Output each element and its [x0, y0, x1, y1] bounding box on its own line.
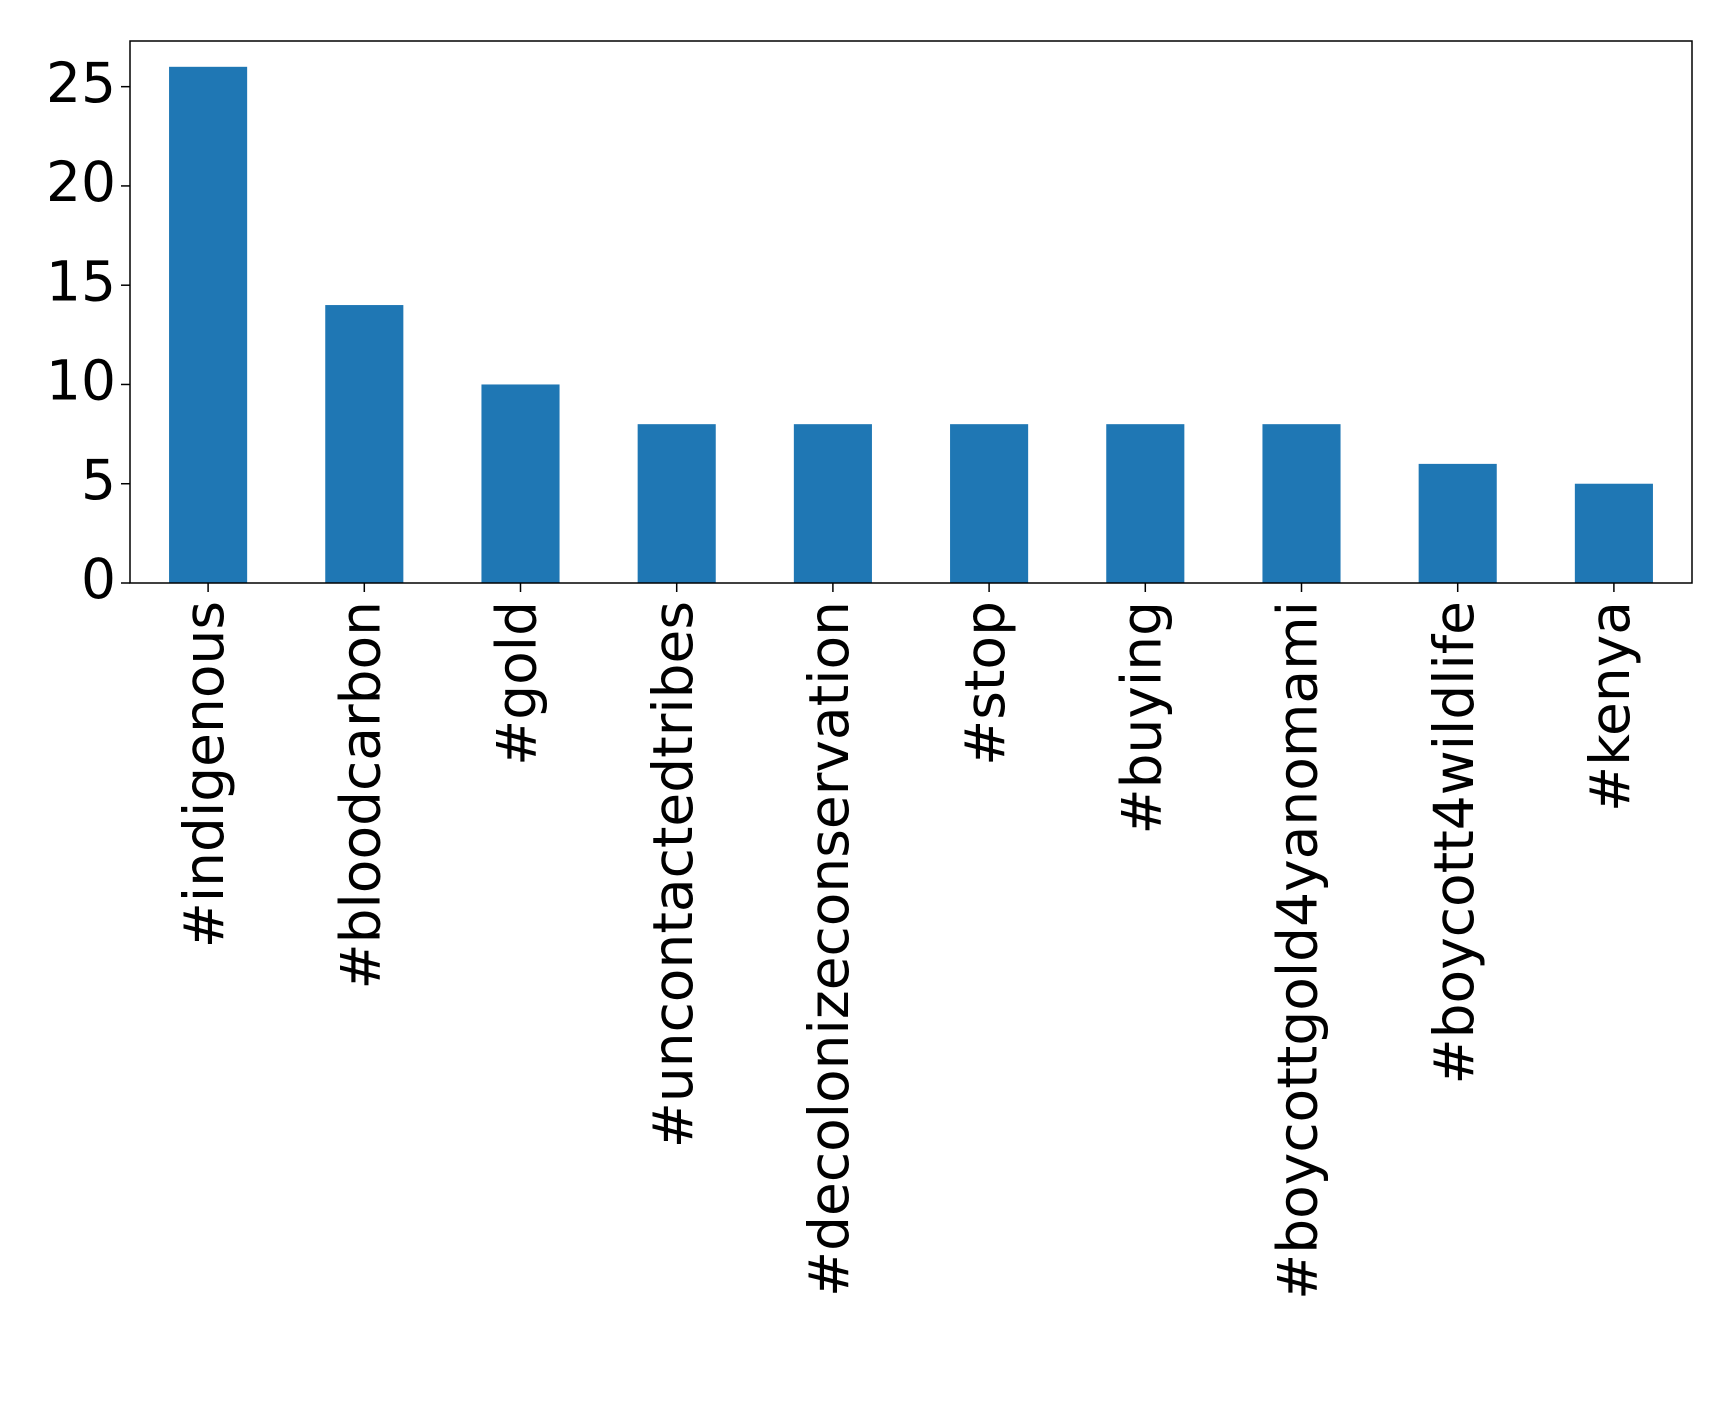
- bar: [1418, 463, 1497, 583]
- y-tick-label: 5: [81, 448, 116, 512]
- x-tick-label: #stop: [953, 601, 1017, 766]
- x-tick-label: #boycottgold4yanomami: [1266, 601, 1330, 1300]
- bar: [637, 424, 716, 583]
- x-tick-label: #uncontactedtribes: [641, 601, 705, 1148]
- x-tick-label: #kenya: [1578, 601, 1642, 812]
- x-tick-label: #bloodcarbon: [328, 601, 392, 989]
- x-tick-label: #gold: [485, 601, 549, 766]
- y-tick-label: 20: [46, 150, 116, 214]
- bar: [481, 384, 560, 583]
- bar: [1262, 424, 1341, 583]
- plot-frame: [129, 40, 1693, 584]
- y-tick-label: 10: [46, 349, 116, 413]
- bar: [325, 305, 404, 583]
- bar: [950, 424, 1029, 583]
- bar: [169, 66, 248, 584]
- x-tick-label: #decolonizeconservation: [797, 601, 861, 1297]
- bar: [793, 424, 872, 583]
- x-tick-label: #indigenous: [172, 601, 236, 948]
- y-tick-label: 15: [46, 249, 116, 313]
- y-tick-label: 25: [46, 51, 116, 115]
- x-tick-label: #buying: [1109, 601, 1173, 834]
- bar: [1106, 424, 1185, 583]
- bar: [1574, 483, 1653, 583]
- y-tick-label: 0: [81, 547, 116, 611]
- x-tick-label: #boycott4wildlife: [1422, 601, 1486, 1084]
